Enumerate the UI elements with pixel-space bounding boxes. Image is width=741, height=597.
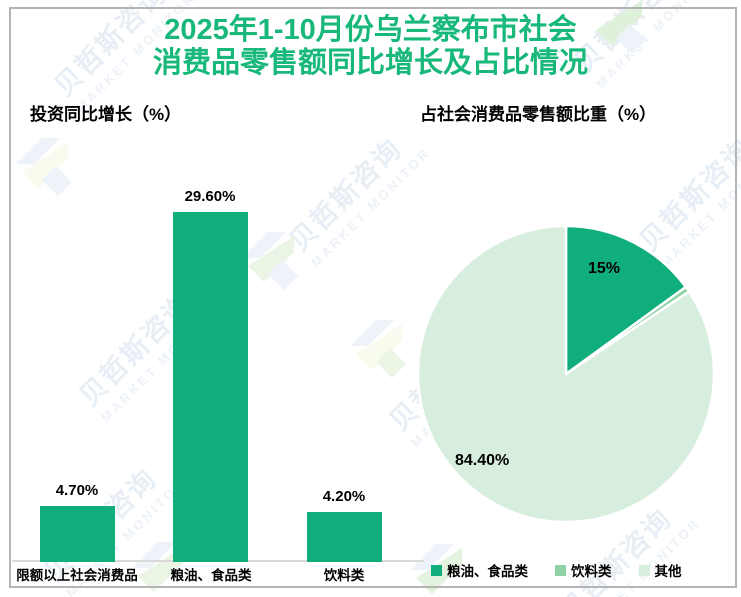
bar-category-label: 粮油、食品类	[170, 568, 252, 583]
chart-title-line1: 2025年1-10月份乌兰察布市社会	[164, 14, 577, 46]
legend-item-grain-oil-food: 粮油、食品类	[431, 560, 528, 580]
bar-category-label: 限额以上社会消费品	[16, 568, 138, 583]
pie-slice-label-grain-oil-food: 15%	[588, 260, 621, 277]
bar-value-label: 4.70%	[55, 482, 99, 499]
bar-limit-above-retail	[40, 506, 115, 562]
pie-chart-subtitle: 占社会消费品零售额比重（%）	[420, 105, 657, 124]
legend-label: 其他	[654, 564, 682, 579]
brand-logo-watermark-icon	[16, 138, 72, 196]
legend-label: 饮料类	[571, 564, 612, 579]
pie-slice-label-other: 84.40%	[455, 452, 510, 469]
legend-swatch-other	[638, 564, 650, 576]
legend-swatch-beverages	[555, 564, 566, 576]
chart-title-line2: 消费品零售额同比增长及占比情况	[152, 47, 588, 79]
legend-swatch-grain-oil-food	[431, 564, 442, 576]
pie-chart	[415, 223, 717, 525]
bar-grain-oil-food	[173, 212, 248, 562]
brand-logo-watermark-icon	[242, 232, 298, 290]
brand-logo-watermark-icon	[350, 320, 406, 378]
pie-slice-0	[564, 224, 687, 376]
bar-chart-subtitle: 投资同比增长（%）	[30, 105, 182, 124]
legend-label: 粮油、食品类	[447, 564, 528, 579]
chart-title: 2025年1-10月份乌兰察布市社会 消费品零售额同比增长及占比情况	[0, 14, 741, 80]
bar-beverages	[307, 512, 382, 562]
pie-chart-svg	[416, 224, 716, 524]
pie-slice-2	[416, 224, 716, 524]
bar-value-label: 4.20%	[322, 488, 366, 505]
bar-category-label: 饮料类	[323, 568, 365, 583]
legend-item-other: 其他	[638, 560, 682, 580]
bar-value-label: 29.60%	[184, 188, 236, 205]
legend-item-beverages: 饮料类	[555, 560, 612, 580]
pie-legend: 粮油、食品类 饮料类 其他	[431, 560, 682, 580]
